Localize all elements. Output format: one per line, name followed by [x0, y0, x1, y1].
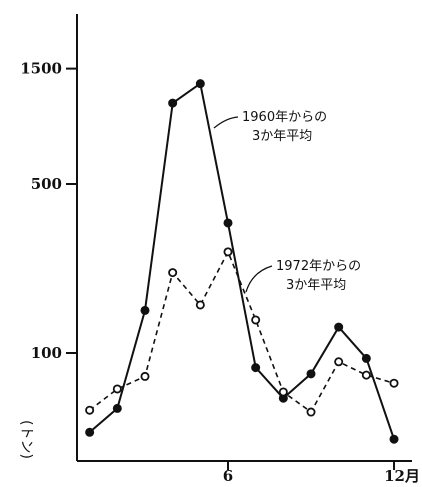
x-tick-label: 12月 [384, 467, 420, 485]
annotation-line2: 3か年平均 [252, 129, 312, 144]
data-point [85, 427, 95, 437]
annotation-leader [213, 116, 239, 129]
data-point [195, 79, 205, 89]
data-point [140, 305, 150, 315]
data-point [389, 378, 399, 388]
data-point [334, 357, 344, 367]
data-point [278, 387, 288, 397]
y-axis-unit: (トン) [18, 420, 34, 459]
annotation-line2: 3か年平均 [286, 278, 346, 293]
data-point [306, 407, 316, 417]
data-point [251, 363, 261, 373]
data-point [334, 322, 344, 332]
data-point [195, 300, 205, 310]
data-point [140, 371, 150, 381]
data-point [223, 218, 233, 228]
data-point [306, 369, 316, 379]
series-line-1 [88, 81, 395, 440]
data-point [85, 405, 95, 415]
y-tick-label: 100 [31, 344, 62, 362]
series-line-2 [89, 249, 395, 414]
data-point [361, 353, 371, 363]
y-axis-ticks: 100 500 1500 [20, 60, 77, 362]
annotation-line1: 1960年からの [242, 110, 327, 125]
x-tick-label: 6 [223, 467, 233, 485]
x-axis-ticks: 6 12月 [223, 461, 420, 485]
series-layer [85, 79, 399, 444]
data-point [223, 247, 233, 257]
data-point [112, 384, 122, 394]
annotation-line1: 1972年からの [276, 259, 361, 274]
y-tick-label: 1500 [20, 60, 62, 78]
data-point [389, 434, 399, 444]
data-point [112, 403, 122, 413]
series-2 [85, 247, 399, 417]
series-1 [85, 79, 399, 444]
data-point [251, 315, 261, 325]
annotation-leader [245, 265, 273, 293]
data-point [361, 370, 371, 380]
data-point [168, 268, 178, 278]
y-tick-label: 500 [31, 175, 62, 193]
annotation-layer: 1960年からの 3か年平均 1972年からの 3か年平均 [213, 110, 361, 293]
data-point [168, 98, 178, 108]
